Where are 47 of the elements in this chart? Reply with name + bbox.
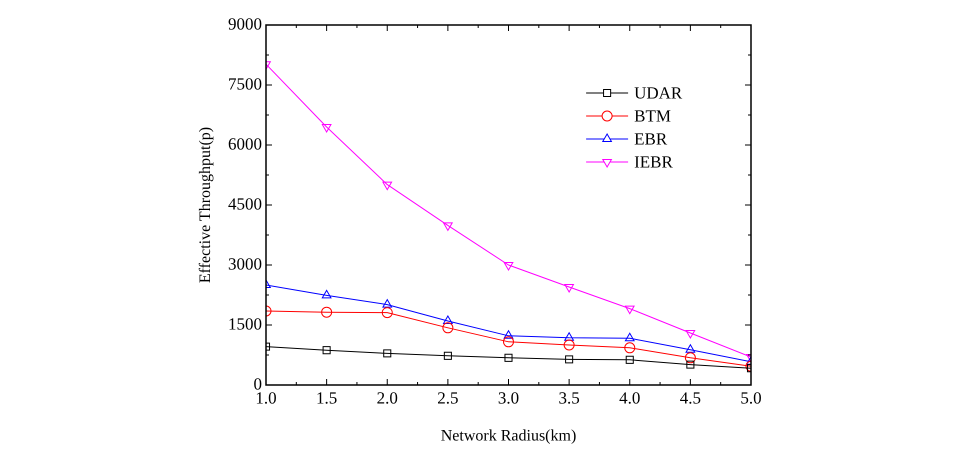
point xyxy=(322,346,331,354)
point xyxy=(504,330,514,339)
x-tick-label: 1.5 xyxy=(316,388,338,408)
y-tick-label: 6000 xyxy=(228,134,262,154)
x-tick-label: 3.0 xyxy=(498,388,520,408)
x-tick-label: 3.5 xyxy=(558,388,580,408)
point xyxy=(504,354,513,362)
y-tick-label: 3000 xyxy=(228,254,262,274)
legend-label: UDAR xyxy=(634,83,683,102)
x-tick-label: 5.0 xyxy=(740,388,762,408)
point xyxy=(322,124,332,132)
point xyxy=(564,340,575,350)
x-tick-label: 4.5 xyxy=(680,388,701,408)
point xyxy=(686,330,696,338)
point xyxy=(686,360,694,369)
point xyxy=(624,306,635,314)
legend-label: BTM xyxy=(634,106,671,126)
x-tick-label: 2.0 xyxy=(376,388,398,408)
point xyxy=(624,332,635,342)
y-tick-label: 9000 xyxy=(228,14,262,34)
x-tick-label: 2.5 xyxy=(437,388,458,408)
x-axis-title: Network Radius(km) xyxy=(440,428,576,445)
point xyxy=(684,352,696,364)
point xyxy=(382,299,392,308)
legend-label: EBR xyxy=(634,129,668,148)
point xyxy=(383,349,392,358)
point xyxy=(443,316,453,324)
legend-label: IEBR xyxy=(634,152,674,172)
y-axis-title: Effective Throughput(p) xyxy=(196,126,214,284)
point xyxy=(443,222,453,231)
y-tick-label: 1500 xyxy=(228,314,262,334)
point xyxy=(624,342,636,354)
y-tick-label: 7500 xyxy=(228,74,262,94)
point xyxy=(382,307,393,318)
point xyxy=(564,284,574,292)
point xyxy=(626,356,634,364)
point xyxy=(321,306,332,318)
point xyxy=(442,322,454,334)
point xyxy=(503,336,514,348)
point xyxy=(382,182,392,190)
y-tick-label: 4500 xyxy=(228,194,262,214)
point xyxy=(686,344,696,353)
point xyxy=(565,355,574,364)
point xyxy=(564,332,574,341)
point xyxy=(504,262,514,270)
point xyxy=(444,352,452,360)
x-tick-label: 4.0 xyxy=(619,388,640,408)
